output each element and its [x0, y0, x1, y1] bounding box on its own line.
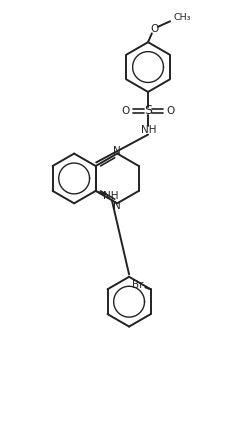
Text: CH₃: CH₃: [174, 13, 191, 22]
Text: Br: Br: [132, 280, 143, 290]
Text: N: N: [113, 201, 120, 211]
Text: O: O: [166, 106, 175, 116]
Text: NH: NH: [103, 190, 118, 201]
Text: S: S: [144, 104, 152, 117]
Text: O: O: [151, 24, 159, 34]
Text: N: N: [113, 146, 120, 156]
Text: O: O: [122, 106, 130, 116]
Text: NH: NH: [142, 125, 157, 135]
